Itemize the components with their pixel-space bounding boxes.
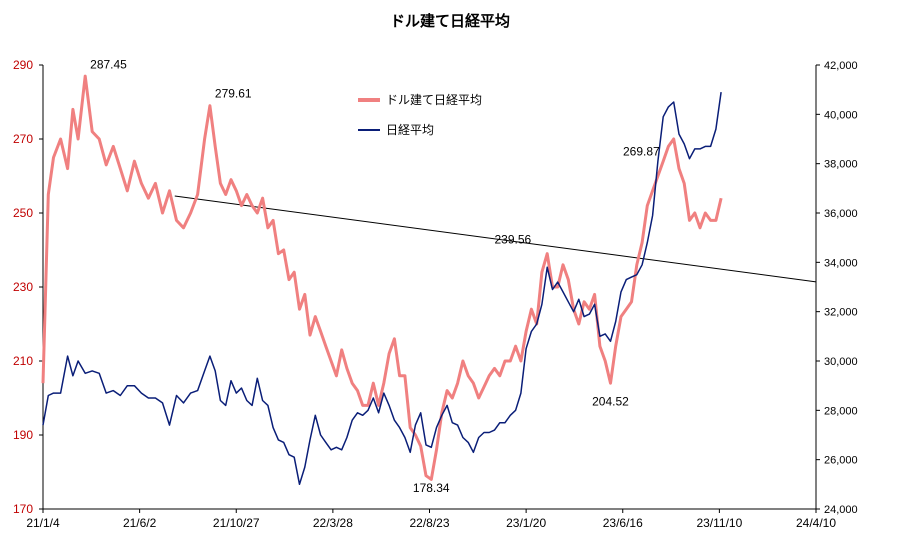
right-tick-label: 34,000 bbox=[824, 257, 858, 269]
right-tick-label: 38,000 bbox=[824, 159, 858, 171]
legend-label: 日経平均 bbox=[386, 123, 434, 137]
left-tick-label: 230 bbox=[13, 280, 33, 294]
left-tick-label: 270 bbox=[13, 132, 33, 146]
annotation-label: 269.87 bbox=[623, 144, 660, 158]
x-tick-label: 24/4/10 bbox=[796, 516, 836, 530]
series-line-nikkei bbox=[42, 91, 722, 486]
left-tick-label: 170 bbox=[13, 502, 33, 516]
trendline bbox=[174, 195, 817, 283]
x-tick-label: 21/1/4 bbox=[26, 516, 60, 530]
x-tick-label: 22/8/23 bbox=[409, 516, 449, 530]
series-line-usd-nikkei bbox=[41, 74, 723, 481]
x-tick-label: 22/3/28 bbox=[313, 516, 353, 530]
left-tick-label: 210 bbox=[13, 354, 33, 368]
left-tick-label: 250 bbox=[13, 206, 33, 220]
right-tick-label: 30,000 bbox=[824, 356, 858, 368]
left-tick-label: 190 bbox=[13, 428, 33, 442]
right-tick-label: 42,000 bbox=[824, 60, 858, 72]
right-tick-label: 28,000 bbox=[824, 405, 858, 417]
x-tick-label: 21/10/27 bbox=[213, 516, 260, 530]
right-tick-label: 24,000 bbox=[824, 504, 858, 516]
right-tick-label: 36,000 bbox=[824, 208, 858, 220]
right-tick-label: 26,000 bbox=[824, 455, 858, 467]
annotation-label: 204.52 bbox=[592, 394, 629, 408]
annotation-label: 239.56 bbox=[495, 233, 532, 247]
legend-label: ドル建て日経平均 bbox=[386, 93, 482, 107]
annotation-label: 279.61 bbox=[215, 86, 252, 100]
x-tick-label: 21/6/2 bbox=[123, 516, 157, 530]
right-tick-label: 32,000 bbox=[824, 307, 858, 319]
annotation-label: 178.34 bbox=[413, 481, 450, 495]
x-tick-label: 23/6/16 bbox=[603, 516, 643, 530]
left-tick-label: 290 bbox=[13, 58, 33, 72]
x-tick-label: 23/11/10 bbox=[696, 516, 742, 530]
annotation-label: 287.45 bbox=[90, 57, 127, 71]
chart-title: ドル建て日経平均 bbox=[389, 12, 510, 30]
x-tick-label: 23/1/20 bbox=[506, 516, 546, 530]
right-tick-label: 40,000 bbox=[824, 109, 858, 121]
